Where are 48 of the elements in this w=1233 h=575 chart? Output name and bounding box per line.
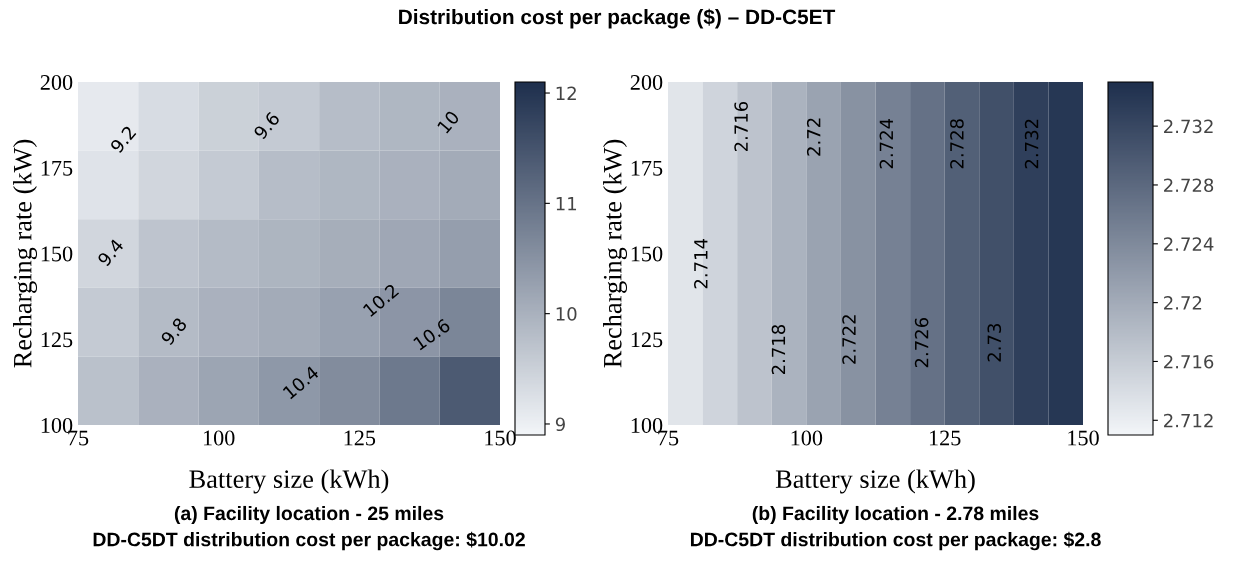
color-bar-label: 10: [556, 307, 577, 321]
y-tick-label: 150: [41, 246, 73, 262]
y-tick-label: 175: [41, 160, 73, 176]
color-bar-label: 2.728: [1164, 178, 1214, 193]
annotation: 2.72: [806, 118, 821, 156]
x-axis-title: Battery size (kWh): [775, 469, 975, 494]
y-tick-label: 125: [41, 332, 73, 348]
annotation: 2.716: [734, 101, 748, 152]
annotation: 9.6: [252, 111, 281, 141]
x-axis-title: Battery size (kWh): [189, 469, 389, 494]
y-axis-title: Recharging rate (kW): [603, 139, 628, 368]
text: (a) Facility location - 25 miles: [174, 505, 444, 525]
color-bar-label: 2.72: [1164, 296, 1202, 310]
y-tick-label: 200: [630, 74, 663, 90]
text: DD-C5DT distribution cost per package: $10.02: [93, 531, 525, 551]
annotation: 2.718: [771, 324, 786, 375]
x-tick-label: 125: [929, 430, 961, 446]
annotation: 2.728: [950, 119, 964, 169]
annotation: 10: [436, 109, 460, 134]
annotation: 9.8: [160, 316, 188, 346]
annotation: 2.722: [842, 315, 856, 364]
color-bar-label: 11: [556, 197, 577, 211]
color-bar-label: 2.716: [1164, 354, 1214, 369]
annotation: 9.4: [96, 237, 125, 267]
annotation: 9.2: [109, 125, 137, 154]
y-tick-label: 200: [40, 74, 73, 90]
annotation: 2.73: [987, 324, 1002, 362]
x-tick-label: 100: [791, 430, 823, 446]
y-tick-label: 125: [631, 332, 663, 348]
color-bar-label: 9: [555, 417, 565, 432]
color-bar-label: 2.712: [1164, 413, 1213, 428]
y-tick-label: 150: [631, 246, 663, 262]
text: DD-C5DT distribution cost per package: $2.8: [690, 531, 1101, 551]
annotation: 2.732: [1024, 119, 1039, 169]
color-bar-label: 12: [556, 86, 576, 100]
annotation: 2.714: [694, 238, 708, 289]
color-bar-label: 2.724: [1164, 237, 1214, 251]
y-tick-label: 175: [631, 160, 663, 176]
x-tick-label: 100: [203, 430, 235, 446]
x-tick-label: 150: [485, 430, 516, 446]
annotation: 2.724: [879, 118, 893, 169]
text: (b) Facility location - 2.78 miles: [752, 505, 1039, 525]
color-bar-label: 2.732: [1164, 119, 1213, 134]
x-tick-label: 125: [344, 430, 376, 446]
annotation: 2.726: [914, 317, 929, 368]
y-axis-title: Recharging rate (kW): [13, 139, 38, 368]
text: Distribution cost per package ($) – DD-C5ET: [399, 8, 836, 29]
x-tick-label: 150: [1068, 430, 1099, 446]
